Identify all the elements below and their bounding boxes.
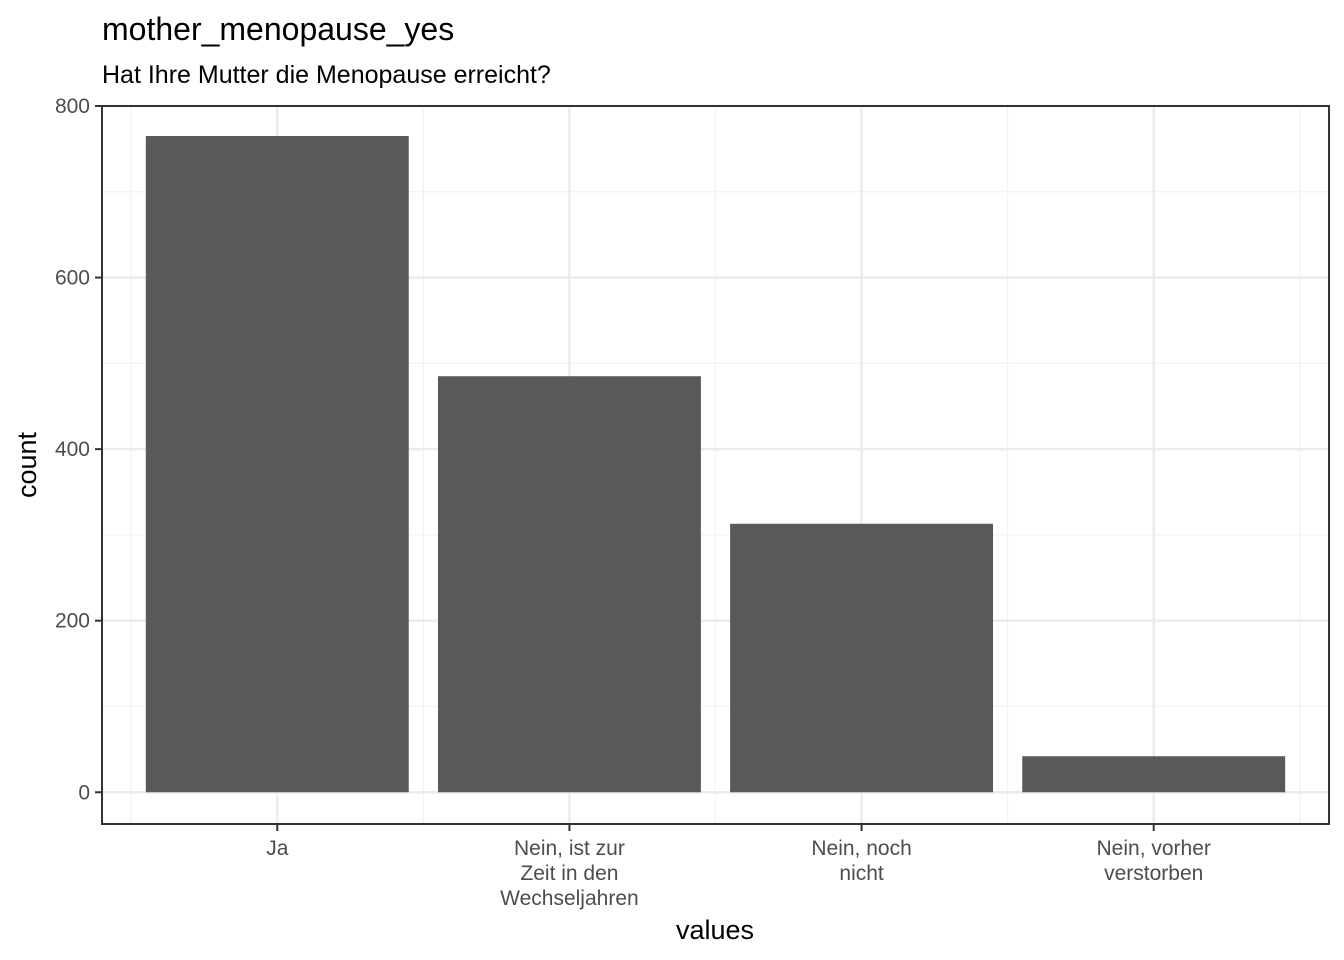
y-tick-label: 800 <box>55 95 90 118</box>
x-tick-label-line: Nein, noch <box>811 837 911 860</box>
bar <box>1022 756 1286 793</box>
x-tick-label-line: Ja <box>266 837 289 860</box>
x-tick-label-line: Nein, vorher <box>1097 837 1211 860</box>
x-tick-label: Nein, noch nicht <box>811 837 911 885</box>
chart-title: mother_menopause_yes <box>102 11 454 47</box>
panel-border <box>101 105 1330 825</box>
x-tick-label: Nein, vorher verstorben <box>1097 837 1211 885</box>
y-tick-label: 200 <box>55 610 90 633</box>
bars <box>145 136 1286 793</box>
bar <box>145 136 409 793</box>
axes: 0 200 400 600 800 Ja Nein, ist zur Zeit in den W… <box>55 95 1211 910</box>
bar <box>437 376 701 793</box>
y-tick-label: 400 <box>55 438 90 461</box>
x-tick-label-line: Wechseljahren <box>500 887 639 910</box>
y-axis-title: count <box>12 431 42 498</box>
x-axis-title: values <box>676 915 754 945</box>
bar <box>730 523 994 793</box>
y-tick-label: 600 <box>55 267 90 290</box>
x-tick-label-line: verstorben <box>1104 862 1203 885</box>
x-tick-label-line: nicht <box>839 862 884 885</box>
x-tick-label-line: Nein, ist zur <box>514 837 625 860</box>
x-tick-label-line: Zeit in den <box>520 862 618 885</box>
chart-subtitle: Hat Ihre Mutter die Menopause erreicht? <box>102 61 551 89</box>
x-tick-label: Ja <box>266 837 289 860</box>
y-tick-label: 0 <box>78 781 90 804</box>
x-tick-label: Nein, ist zur Zeit in den Wechseljahren <box>500 837 639 910</box>
